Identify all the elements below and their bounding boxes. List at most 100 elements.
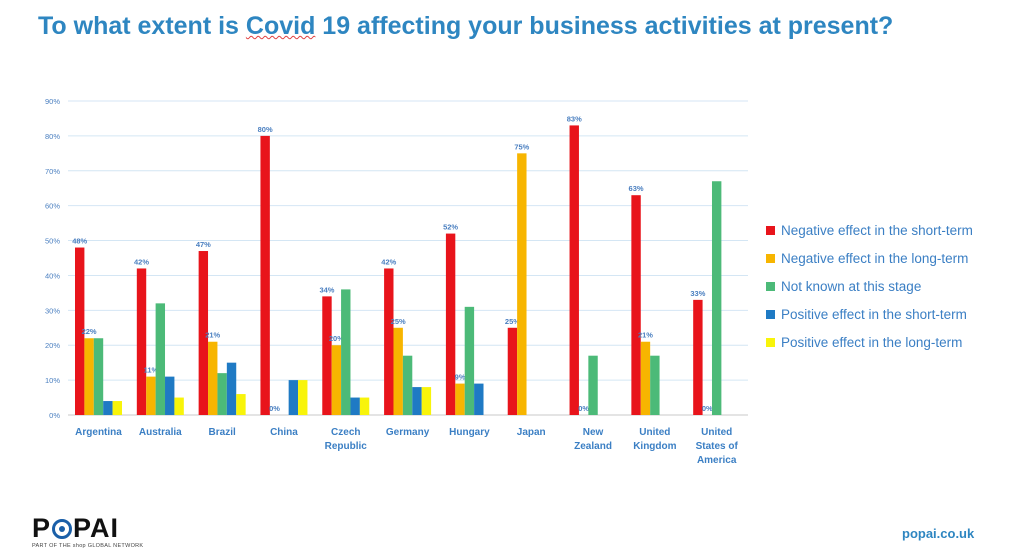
y-tick-label: 40%	[45, 271, 60, 280]
legend-item: Positive effect in the long-term	[766, 328, 973, 356]
bar	[298, 380, 308, 415]
legend-label: Not known at this stage	[781, 278, 922, 294]
y-tick-label: 10%	[45, 376, 60, 385]
data-label: 0%	[269, 404, 280, 413]
data-label: 20%	[329, 334, 344, 343]
data-label: 33%	[690, 289, 705, 298]
bar	[226, 362, 237, 415]
logo-tagline: PART OF THE shop GLOBAL NETWORK	[32, 543, 144, 549]
x-tick-label: America	[697, 455, 737, 466]
x-tick-label: United	[701, 427, 732, 438]
legend-item: Negative effect in the long-term	[766, 244, 973, 272]
data-label: 42%	[381, 257, 396, 266]
bar	[136, 268, 147, 415]
data-label: 52%	[443, 223, 458, 232]
legend-label: Positive effect in the short-term	[781, 306, 967, 322]
y-tick-label: 90%	[45, 97, 60, 106]
y-tick-label: 60%	[45, 202, 60, 211]
data-label: 25%	[391, 317, 406, 326]
data-label: 0%	[702, 404, 713, 413]
bar	[693, 299, 703, 415]
bar	[236, 394, 246, 415]
data-label: 48%	[72, 237, 87, 246]
y-tick-label: 50%	[45, 237, 60, 246]
bar	[640, 341, 651, 415]
bar	[208, 341, 218, 415]
bar	[517, 153, 527, 416]
bar	[569, 125, 579, 415]
bar	[588, 355, 598, 415]
title-part: 19 affecting your business activities at…	[315, 12, 894, 40]
bar	[165, 376, 175, 415]
popai-logo: P PAI PART OF THE shop GLOBAL NETWORK	[32, 514, 143, 549]
x-tick-label: Argentina	[75, 427, 122, 438]
bar	[650, 355, 660, 415]
data-label: 34%	[319, 285, 334, 294]
y-tick-label: 20%	[45, 341, 60, 350]
legend-label: Negative effect in the short-term	[781, 222, 973, 238]
bar	[75, 247, 85, 415]
bar	[112, 401, 122, 415]
x-tick-label: Japan	[517, 427, 546, 438]
bar	[402, 355, 413, 415]
logo-text-end: PAI	[73, 513, 120, 543]
bar	[84, 338, 94, 415]
y-tick-label: 30%	[45, 306, 60, 315]
y-tick-label: 0%	[49, 411, 60, 420]
bar-chart: 0% 10% 20% 30% 40% 50% 60% 70% 80% 90% 48% 22% Argen…	[45, 97, 748, 466]
bar	[393, 327, 403, 415]
x-tick-label: Republic	[325, 441, 368, 452]
legend-swatch	[766, 253, 775, 263]
data-label: 83%	[567, 114, 582, 123]
bar	[260, 135, 270, 415]
bar	[198, 251, 209, 415]
title-underlined-word: Covid	[245, 12, 316, 40]
bar	[174, 397, 184, 415]
x-tick-label: Hungary	[449, 427, 490, 438]
bar	[146, 376, 156, 415]
x-tick-label: Zealand	[574, 441, 612, 452]
bar	[341, 289, 351, 415]
bar	[103, 401, 113, 415]
legend-label: Negative effect in the long-term	[781, 250, 969, 266]
bar	[217, 373, 227, 415]
bar	[455, 383, 465, 415]
bar	[412, 387, 422, 415]
bar	[421, 387, 432, 415]
data-label: 75%	[514, 142, 529, 151]
x-tick-label: Germany	[386, 427, 430, 438]
website-link[interactable]: popai.co.uk	[902, 526, 975, 541]
x-tick-label: Czech	[331, 427, 360, 438]
bar	[464, 306, 475, 415]
legend-swatch	[766, 337, 775, 347]
bar	[359, 397, 370, 415]
legend-swatch	[766, 225, 775, 235]
data-label: 42%	[134, 257, 149, 266]
bar	[474, 383, 484, 415]
x-tick-label: Australia	[139, 427, 182, 438]
data-label: 80%	[258, 125, 273, 134]
bar	[331, 345, 342, 415]
bar	[445, 233, 456, 415]
logo-text-start: P	[32, 513, 52, 543]
title-part: To what extent is	[38, 12, 246, 40]
data-label: 63%	[629, 184, 644, 193]
data-label: 9%	[455, 373, 466, 382]
data-label: 25%	[505, 317, 520, 326]
legend-swatch	[766, 309, 775, 319]
data-label: 21%	[205, 331, 220, 340]
data-label: 0%	[578, 404, 589, 413]
bar	[288, 380, 299, 415]
legend-swatch	[766, 281, 775, 291]
bar	[507, 327, 518, 415]
x-tick-label: Brazil	[209, 427, 236, 438]
bar	[711, 181, 722, 415]
bar	[384, 268, 394, 415]
bar	[631, 195, 641, 415]
x-tick-label: Kingdom	[633, 441, 676, 452]
chart-legend: Negative effect in the short-term Negativ…	[766, 216, 973, 356]
bar	[93, 338, 104, 415]
popai-o-icon	[52, 519, 73, 539]
y-tick-label: 70%	[45, 167, 60, 176]
x-tick-label: States of	[696, 441, 739, 452]
